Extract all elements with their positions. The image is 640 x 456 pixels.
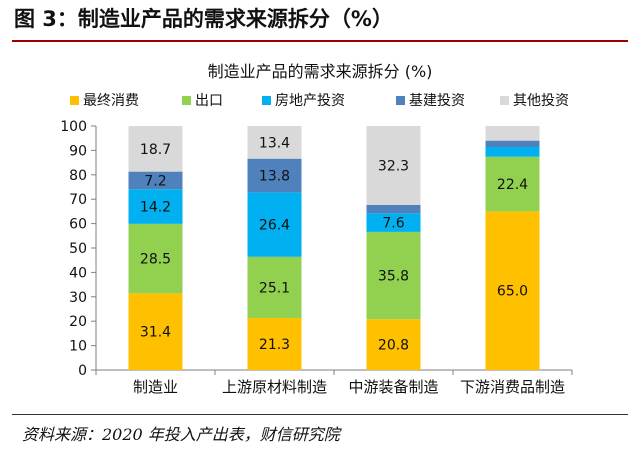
source-note: 资料来源：2020 年投入产出表，财信研究院 xyxy=(22,425,340,444)
x-category-label: 中游装备制造 xyxy=(348,378,438,396)
bar-data-label: 32.3 xyxy=(378,158,409,174)
bar-segment xyxy=(128,293,183,370)
bar-data-label: 14.2 xyxy=(140,200,171,216)
y-tick-label: 70 xyxy=(69,192,87,208)
y-tick-label: 40 xyxy=(69,265,87,281)
bar-segment xyxy=(366,319,421,370)
y-tick-label: 80 xyxy=(69,168,87,184)
y-tick-label: 20 xyxy=(69,314,87,330)
y-tick-label: 90 xyxy=(69,143,87,159)
legend-label-2: 房地产投资 xyxy=(275,93,345,109)
x-category-label: 制造业 xyxy=(133,378,178,396)
bar-segment xyxy=(366,204,421,214)
bar-segment xyxy=(366,126,421,205)
figure-title: 图 3：制造业产品的需求来源拆分（%） xyxy=(14,7,393,31)
footer-divider xyxy=(12,414,628,415)
bar-segment xyxy=(366,213,421,232)
bar-segment xyxy=(128,223,183,294)
bar-segment xyxy=(485,126,540,141)
legend-label-3: 基建投资 xyxy=(409,92,465,109)
stacked-bar-chart: 制造业产品的需求来源拆分 (%) 最终消费 出口 房地产投资 基建投资 其他投资 0 10… xyxy=(60,62,573,396)
bar-segment xyxy=(247,126,302,159)
bar-data-label: 28.5 xyxy=(140,252,171,268)
y-tick-label: 100 xyxy=(60,119,87,135)
chart-title: 制造业产品的需求来源拆分 (%) xyxy=(208,62,433,81)
bar-segment xyxy=(485,156,540,212)
legend-swatch-4 xyxy=(500,96,509,105)
title-divider xyxy=(12,40,628,42)
bar-segment xyxy=(366,231,421,320)
legend-label-1: 出口 xyxy=(195,93,223,109)
legend-swatch-2 xyxy=(262,96,271,105)
bar-segment xyxy=(247,158,302,193)
bar-segment xyxy=(485,146,540,157)
bar-data-label: 21.3 xyxy=(259,337,290,353)
legend-label-0: 最终消费 xyxy=(83,93,139,109)
bar-data-label: 25.1 xyxy=(259,280,290,296)
bar-data-label: 22.4 xyxy=(497,177,528,193)
y-tick-label: 60 xyxy=(69,217,87,233)
bar-data-label: 13.8 xyxy=(259,169,290,185)
bar-data-label: 35.8 xyxy=(378,269,409,285)
bar-data-label: 65.0 xyxy=(497,284,528,300)
y-tick-label: 10 xyxy=(69,339,87,355)
bar-data-label: 20.8 xyxy=(378,338,409,354)
legend-swatch-3 xyxy=(396,96,405,105)
y-tick-label: 50 xyxy=(69,241,87,257)
bar-data-label: 7.2 xyxy=(144,173,166,189)
x-category-label: 下游消费品制造 xyxy=(460,378,565,396)
y-tick-label: 30 xyxy=(69,290,87,306)
bar-segment xyxy=(485,211,540,370)
bar-data-label: 13.4 xyxy=(259,135,290,151)
bar-segment xyxy=(247,318,302,370)
chart-area: 制造业产品的需求来源拆分 (%) 最终消费 出口 房地产投资 基建投资 其他投资 0 10… xyxy=(0,44,640,412)
y-tick-label: 0 xyxy=(78,363,87,379)
bar-data-label: 18.7 xyxy=(140,142,171,158)
legend-label-4: 其他投资 xyxy=(513,93,569,109)
bar-segment xyxy=(247,192,302,257)
bar-segment xyxy=(128,126,183,172)
x-category-label: 上游原材料制造 xyxy=(222,378,327,396)
bar-segment xyxy=(128,171,183,190)
bar-data-label: 31.4 xyxy=(140,325,171,341)
legend-swatch-1 xyxy=(182,96,191,105)
bar-segment xyxy=(485,140,540,147)
bar-data-label: 7.6 xyxy=(382,216,404,232)
bar-segment xyxy=(247,256,302,319)
legend-swatch-0 xyxy=(70,96,79,105)
bar-segment xyxy=(128,189,183,224)
bar-data-label: 26.4 xyxy=(259,218,290,234)
